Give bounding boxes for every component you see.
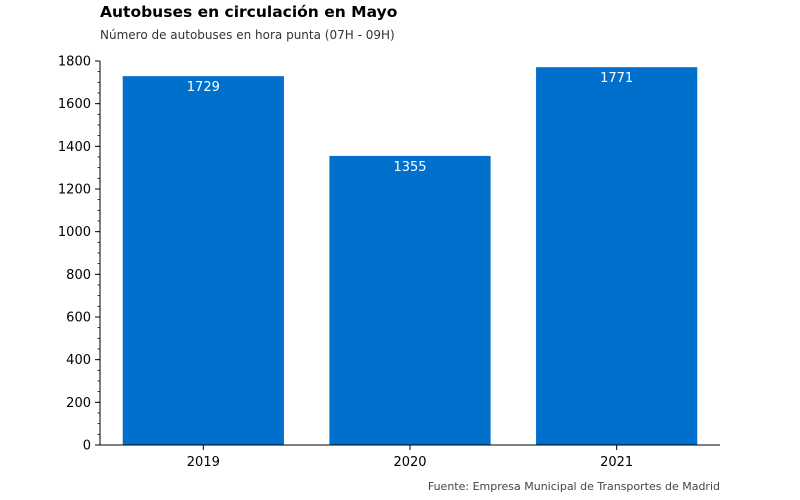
x-axis: 2019 2020 2021	[100, 444, 720, 470]
y-tick-label: 600	[66, 311, 91, 326]
bar-labels-group: 1729 1355 1771	[187, 71, 633, 175]
x-tick-label-2019: 2019	[187, 455, 220, 470]
x-tick-label-2020: 2020	[393, 455, 426, 470]
bar-label-2019: 1729	[187, 80, 220, 95]
chart-title: Autobuses en circulación en Mayo	[100, 3, 398, 21]
x-tick-label-2021: 2021	[600, 455, 633, 470]
y-tick-label: 1800	[58, 55, 91, 70]
bar-2020	[329, 155, 491, 445]
bar-label-2021: 1771	[600, 71, 633, 86]
y-tick-label: 800	[66, 268, 91, 283]
y-tick-label: 400	[66, 353, 91, 368]
y-axis: 0 200 400 600 800 1000 1200 1400 1600 1800	[58, 55, 101, 454]
y-tick-label: 1000	[58, 225, 91, 240]
y-tick-label: 200	[66, 396, 91, 411]
chart-source: Fuente: Empresa Municipal de Transportes…	[427, 480, 720, 493]
y-tick-label: 1600	[58, 97, 91, 112]
bar-2021	[536, 67, 698, 445]
y-tick-label: 0	[83, 439, 91, 454]
y-tick-label: 1200	[58, 183, 91, 198]
bar-label-2020: 1355	[393, 160, 426, 175]
y-tick-label: 1400	[58, 140, 91, 155]
chart-subtitle: Número de autobuses en hora punta (07H -…	[100, 28, 395, 42]
bars-group	[122, 67, 698, 445]
bar-2019	[122, 76, 284, 445]
